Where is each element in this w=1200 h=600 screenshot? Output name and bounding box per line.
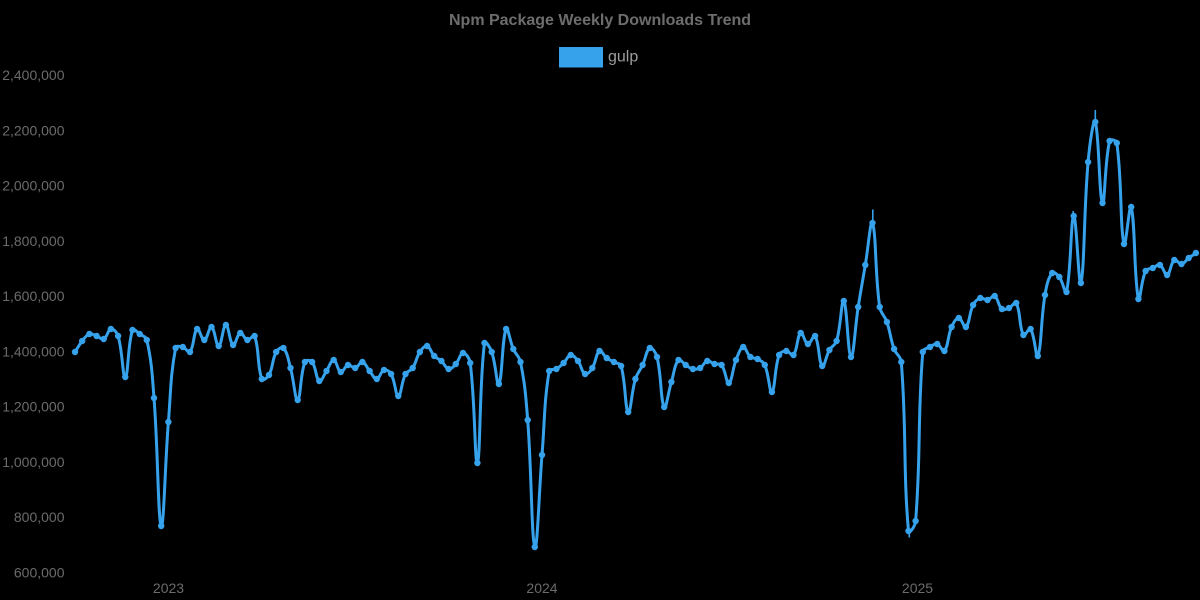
svg-text:1,600,000: 1,600,000 (2, 288, 64, 304)
svg-text:2,400,000: 2,400,000 (2, 67, 64, 83)
svg-text:600,000: 600,000 (14, 564, 65, 580)
svg-text:2,200,000: 2,200,000 (2, 122, 64, 138)
svg-text:1,400,000: 1,400,000 (2, 343, 64, 359)
svg-text:2025: 2025 (902, 580, 933, 596)
svg-text:2023: 2023 (153, 580, 184, 596)
svg-text:1,200,000: 1,200,000 (2, 399, 64, 415)
svg-text:2,000,000: 2,000,000 (2, 178, 64, 194)
svg-text:gulp: gulp (608, 49, 638, 66)
svg-text:2024: 2024 (526, 580, 557, 596)
svg-text:800,000: 800,000 (14, 509, 65, 525)
svg-text:Npm Package Weekly Downloads T: Npm Package Weekly Downloads Trend (449, 12, 751, 29)
svg-text:1,800,000: 1,800,000 (2, 233, 64, 249)
svg-text:1,000,000: 1,000,000 (2, 454, 64, 470)
